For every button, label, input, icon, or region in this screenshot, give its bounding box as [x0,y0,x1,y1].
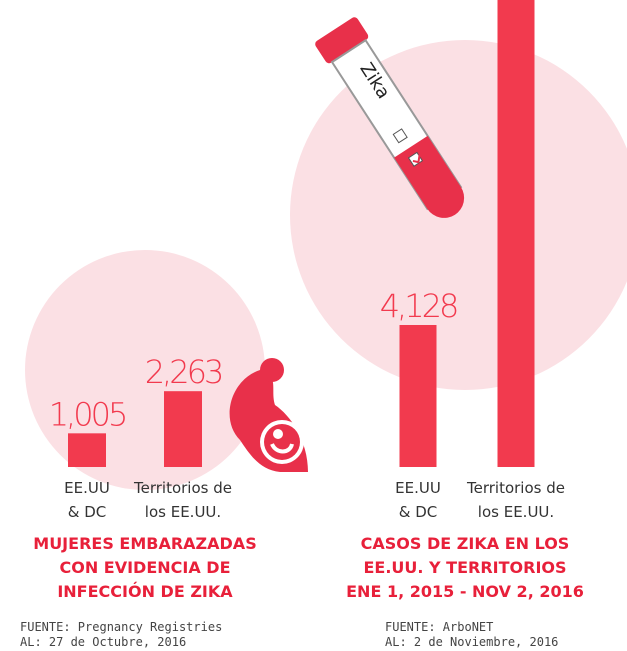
chart-title: CON EVIDENCIA DE [0,556,295,580]
value-label: 2,263 [145,353,222,391]
chart-title: EE.UU. Y TERRITORIOS [315,556,615,580]
bar [164,391,202,467]
source-note: FUENTE: ArboNET [385,620,493,635]
chart-title: CASOS DE ZIKA EN LOS [315,532,615,556]
chart-title: MUJERES EMBARAZADAS [0,532,295,556]
value-label: 1,005 [49,395,126,433]
infographic: Zika 1,0052,2634,128 EE.UU & DCTerritori… [0,0,627,651]
chart-title: ENE 1, 2015 - NOV 2, 2016 [315,580,615,604]
x-tick-label: Territorios de los EE.UU. [123,476,243,524]
x-tick-label: EE.UU & DC [388,476,448,524]
background-circle [290,40,627,390]
chart-title: INFECCIÓN DE ZIKA [0,580,295,604]
value-label: 4,128 [380,287,457,325]
x-tick-label: Territorios de los EE.UU. [456,476,576,524]
source-note: FUENTE: Pregnancy Registries [20,620,222,635]
source-note: AL: 27 de Octubre, 2016 [20,635,186,650]
bar [68,433,106,467]
x-tick-label: EE.UU & DC [57,476,117,524]
source-note: AL: 2 de Noviembre, 2016 [385,635,558,650]
bar [498,0,535,467]
bar [400,325,437,467]
